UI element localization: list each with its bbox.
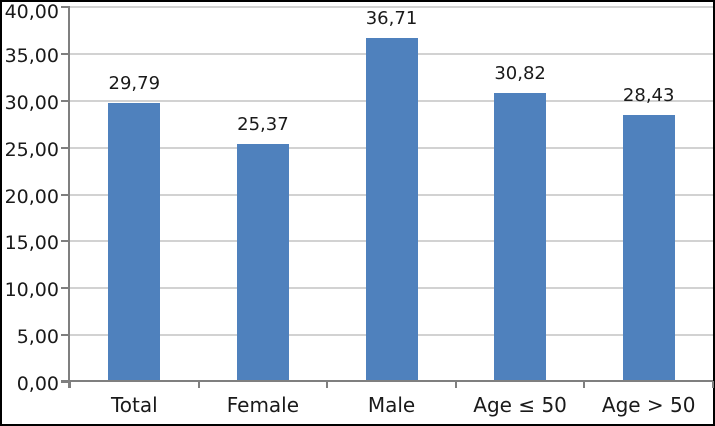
y-gridline-40 (70, 6, 713, 8)
y-axis-tick-25 (61, 146, 70, 149)
y-axis-tick-20 (61, 193, 70, 196)
x-axis-tick (712, 381, 714, 388)
x-axis-tick (326, 381, 329, 388)
bar-0-total (108, 102, 161, 380)
y-axis-line (68, 6, 70, 388)
x-axis-tick (583, 381, 586, 388)
x-axis-tick (197, 381, 200, 388)
data-label-3-age-50: 30,82 (494, 63, 546, 85)
y-axis-tick-label: 20,00 (4, 185, 59, 208)
data-label-0-total: 29,79 (108, 72, 161, 94)
bar-1-female (236, 144, 289, 380)
x-axis-tick (69, 381, 71, 388)
y-axis-tick-30 (61, 99, 70, 102)
category-label-2-male: Male (367, 393, 416, 417)
y-axis-tick-5 (61, 334, 70, 337)
y-axis-tick-0 (61, 381, 70, 383)
bar-2-male (365, 37, 418, 380)
y-axis-tick-label: 25,00 (4, 138, 59, 161)
y-axis-tick-40 (61, 6, 70, 8)
data-label-4-age-50: 28,43 (622, 85, 675, 107)
y-axis-tick-label: 35,00 (4, 44, 59, 67)
y-axis-tick-label: 30,00 (4, 91, 59, 114)
y-axis-tick-label: 40,00 (4, 1, 59, 23)
y-axis-tick-15 (61, 240, 70, 243)
x-axis-line (61, 380, 713, 382)
y-axis-tick-label: 5,00 (16, 326, 59, 349)
bar-4-age-50 (622, 115, 675, 380)
bar-3-age-50 (494, 93, 547, 380)
category-label-0-total: Total (110, 393, 158, 417)
y-axis-tick-35 (61, 52, 70, 55)
x-axis-tick (454, 381, 457, 388)
y-axis-tick-label: 15,00 (4, 232, 59, 255)
data-label-1-female: 25,37 (237, 114, 289, 136)
category-label-3-age-50: Age ≤ 50 (473, 393, 567, 417)
y-axis-tick-10 (61, 287, 70, 290)
category-label-1-female: Female (226, 393, 300, 417)
y-axis-tick-label: 10,00 (4, 279, 59, 302)
y-axis-tick-label: 0,00 (16, 373, 59, 395)
category-label-4-age-50: Age > 50 (601, 393, 696, 417)
data-label-2-male: 36,71 (365, 7, 418, 29)
